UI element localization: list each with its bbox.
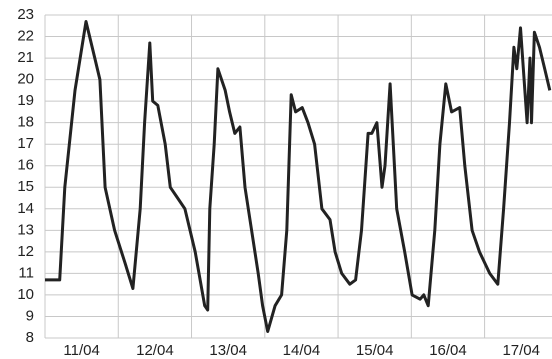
y-tick-label: 15	[17, 178, 34, 195]
y-tick-label: 10	[17, 286, 34, 303]
y-tick-label: 9	[26, 307, 34, 324]
y-tick-label: 21	[17, 49, 34, 66]
y-tick-label: 14	[17, 200, 34, 217]
y-tick-label: 22	[17, 28, 34, 45]
y-tick-label: 17	[17, 135, 34, 152]
x-tick-label: 15/04	[356, 342, 394, 359]
data-line	[45, 20, 552, 333]
y-tick-label: 20	[17, 71, 34, 88]
y-tick-label: 16	[17, 157, 34, 174]
y-tick-label: 19	[17, 92, 34, 109]
y-tick-label: 8	[26, 329, 34, 346]
y-tick-label: 23	[17, 6, 34, 23]
x-tick-label: 12/04	[136, 342, 174, 359]
y-tick-label: 18	[17, 114, 34, 131]
x-tick-label: 11/04	[63, 342, 99, 359]
y-tick-label: 13	[17, 221, 34, 238]
x-tick-label: 13/04	[209, 342, 247, 359]
y-tick-label: 12	[17, 243, 34, 260]
x-tick-label: 14/04	[283, 342, 321, 359]
x-tick-label: 17/04	[502, 342, 540, 359]
y-tick-label: 11	[18, 264, 34, 281]
x-tick-label: 16/04	[429, 342, 467, 359]
